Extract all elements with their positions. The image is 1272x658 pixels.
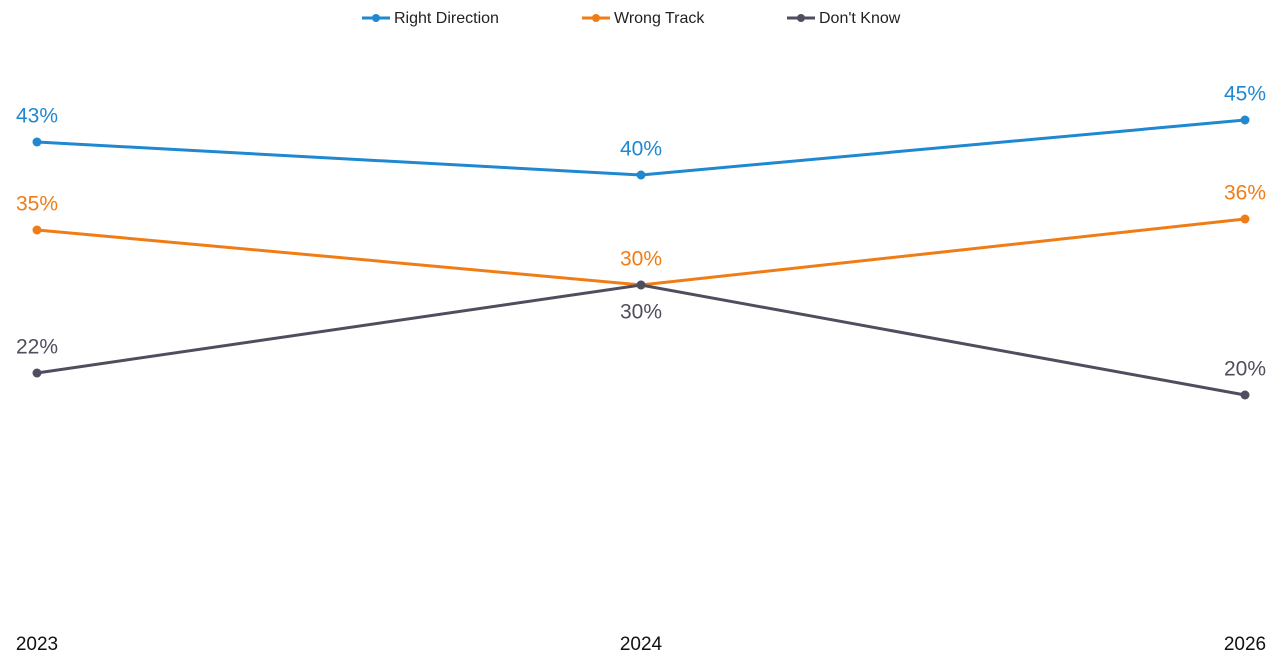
- data-label: 36%: [1224, 182, 1266, 205]
- x-tick-label: 2023: [16, 634, 58, 655]
- data-point: [1240, 214, 1250, 224]
- x-tick-label: 2026: [1224, 634, 1266, 655]
- legend-dot: [797, 14, 805, 22]
- data-label: 40%: [620, 138, 662, 161]
- data-label: 43%: [16, 105, 58, 128]
- legend-dot: [592, 14, 600, 22]
- x-tick-label: 2024: [620, 634, 663, 655]
- legend-label: Don't Know: [819, 10, 901, 27]
- data-label: 20%: [1224, 358, 1266, 381]
- legend-dot: [372, 14, 380, 22]
- data-label: 30%: [620, 248, 662, 271]
- data-point: [636, 280, 646, 290]
- data-label: 45%: [1224, 83, 1266, 106]
- data-label: 35%: [16, 193, 58, 216]
- data-label: 22%: [16, 336, 58, 359]
- legend-label: Right Direction: [394, 10, 499, 27]
- data-point: [1240, 115, 1250, 125]
- data-point: [636, 170, 646, 180]
- data-point: [32, 368, 42, 378]
- data-point: [32, 225, 42, 235]
- data-point: [1240, 390, 1250, 400]
- data-point: [32, 137, 42, 147]
- data-label: 30%: [620, 301, 662, 324]
- legend-label: Wrong Track: [614, 10, 705, 27]
